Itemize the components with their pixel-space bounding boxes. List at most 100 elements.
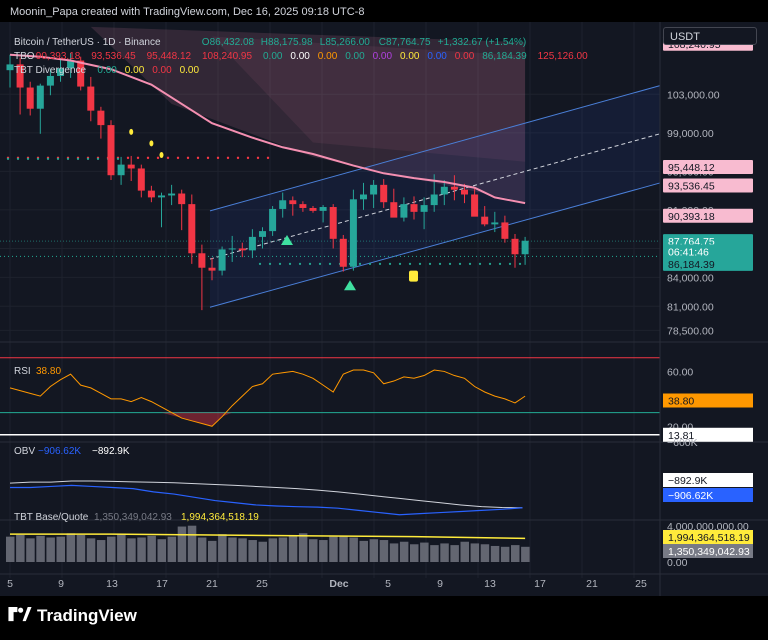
chart-area[interactable]: 103,000.0099,000.0095,000.0091,000.0087,… [0,22,768,596]
candle-body [471,194,479,217]
support-dot-green [268,262,272,265]
candle-body [349,199,357,267]
legend-divergence-value: 0.00 [152,65,172,76]
volume-legend-value-1: 1,350,349,042.93 [94,512,172,523]
candle-body [16,64,24,88]
rsi-value-label: 38.80 [668,396,694,408]
legend-tbo-name: TBO [14,51,35,62]
chart-svg[interactable]: 103,000.0099,000.0095,000.0091,000.0087,… [0,22,768,596]
buy-signal-triangle [281,234,293,245]
candle-body [339,238,347,267]
candle-body [46,75,54,86]
tbo-dot-green [56,157,60,160]
legend-low: L85,266.00 [320,37,370,48]
support-dot-green [398,262,402,265]
price-label-box [663,244,753,259]
legend-tbo-value: 0.00 [373,51,393,62]
tbo-dot-red [146,156,150,160]
candle-body [299,204,307,208]
candle-body [430,194,438,206]
legend-tbo-value: 90,393.18 [36,51,81,62]
candle-body [178,193,186,205]
legend-tbo-value: 86,184.39 [482,51,527,62]
volume-bar [167,536,177,562]
support-dot-green [478,262,482,265]
volume-bar [258,541,267,562]
candle-body [107,125,115,176]
volume-bar [420,542,429,562]
volume-bar [460,541,469,562]
candle-body [6,64,14,71]
price-axis-tick: 84,000.00 [667,272,714,284]
volume-bar [511,545,520,562]
volume-bar [298,533,308,562]
candle-body [26,87,34,109]
legend-tbo-value: 0.00 [318,51,338,62]
volume-bar [6,536,15,562]
signal-dot-yellow [149,140,154,147]
tbo-dot-green [116,157,120,160]
candle-body [168,193,176,196]
time-axis-tick: 13 [106,578,118,590]
candle-body [228,248,236,250]
volume-bar [107,536,116,562]
volume-bar [288,534,298,562]
obv-legend-name: OBV [14,446,35,457]
tbo-dot-green [96,157,100,160]
volume-bar [187,525,197,562]
candle-body [410,204,418,212]
obv-signal-line [9,480,523,509]
candle-body [77,60,85,87]
support-dot-green [378,262,382,265]
tbo-dot-green [6,157,10,160]
tradingview-logo[interactable]: TradingView [8,606,137,626]
candle-body [450,186,458,190]
candle-body [188,204,196,254]
volume-bar [96,540,106,562]
price-label-box [663,160,753,175]
price-label-box [663,256,753,271]
legend-open: O86,432.08 [202,37,255,48]
candle-body [521,240,529,255]
rsi-legend-value: 38.80 [36,366,61,377]
volume-bar [238,538,247,562]
obv-axis-tick: −600K [667,437,698,449]
candle-body [87,86,95,111]
volume-bar [66,533,76,562]
rsi-oversold-fill [161,412,233,427]
price-axis-tick: 103,000.00 [667,89,720,101]
rsi-level-box [663,427,753,442]
support-dot-green [468,262,472,265]
candle-body [319,207,327,211]
time-axis-tick: 9 [58,578,64,590]
rsi-legend-name: RSI [14,366,31,377]
signal-flag-yellow [409,270,418,282]
support-dot-green [298,262,302,265]
tbo-dot-green [86,157,90,160]
candle-body [137,168,145,191]
volume-value-label-1: 1,350,349,042.93 [668,546,750,558]
tbo-ma-line [9,53,526,205]
candle-body [380,184,388,203]
price-axis-tick: 81,000.00 [667,301,714,313]
currency-selector[interactable]: USDT [663,27,757,45]
obv-value-box-2 [663,473,753,487]
support-dot-green [328,262,332,265]
candle-body [238,248,246,251]
volume-bar [329,536,338,562]
time-axis-tick: 17 [156,578,168,590]
legend-divergence-value: 0.00 [97,65,117,76]
volume-bar [410,544,419,562]
support-dot-green [458,262,462,265]
candle-body [117,164,125,176]
rsi-axis-tick: 60.00 [667,366,693,378]
obv-line [10,484,523,516]
legend-tbo-value: 0.00 [400,51,420,62]
support-dot-green [408,262,412,265]
tbo-dot-green [76,157,80,160]
tbo-dot-red [156,156,160,160]
tbo-dot-red [256,156,260,160]
volume-bar [379,540,389,562]
volume-bar [218,534,227,562]
support-dot-green [308,262,312,265]
